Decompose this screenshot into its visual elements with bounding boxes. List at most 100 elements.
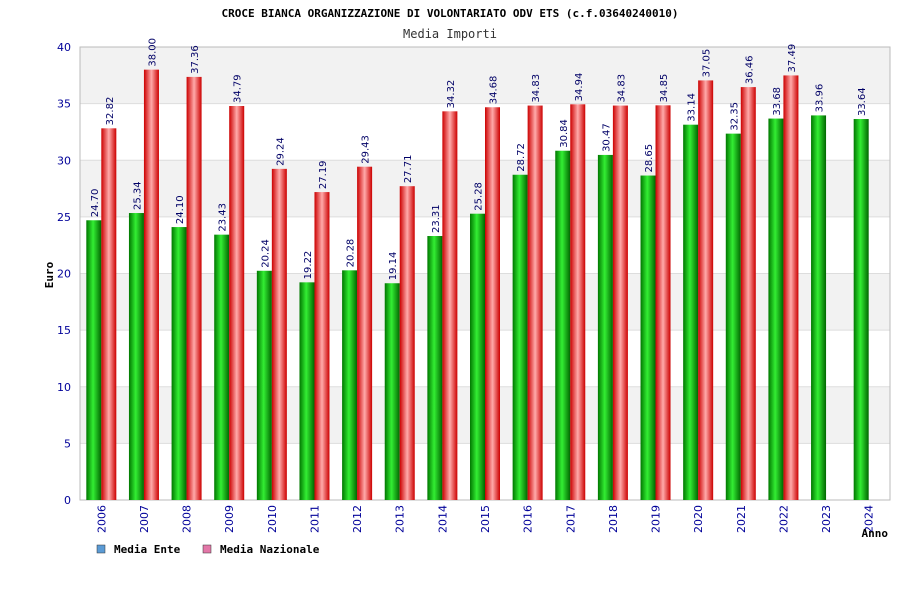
bar-media-ente — [811, 115, 827, 500]
data-label: 20.28 — [346, 239, 357, 268]
x-tick-label: 2014 — [436, 505, 449, 533]
data-label: 23.31 — [431, 204, 442, 233]
y-tick-label: 40 — [57, 41, 71, 54]
data-label: 19.22 — [303, 251, 314, 280]
data-label: 23.43 — [218, 203, 229, 232]
bar-media-nazionale — [570, 104, 586, 500]
x-tick-label: 2017 — [564, 505, 577, 533]
x-tick-label: 2011 — [308, 505, 321, 533]
x-tick-label: 2019 — [650, 505, 663, 533]
data-label: 34.68 — [489, 76, 500, 105]
bar-media-ente — [768, 118, 784, 500]
data-label: 24.10 — [175, 195, 186, 224]
x-tick-label: 2015 — [479, 505, 492, 533]
x-axis-label: Anno — [862, 527, 889, 540]
x-tick-label: 2022 — [777, 505, 790, 533]
x-tick-label: 2016 — [522, 505, 535, 533]
data-label: 29.43 — [361, 135, 372, 164]
bar-media-ente — [171, 227, 187, 500]
bar-media-ente — [853, 119, 869, 500]
data-label: 24.70 — [90, 189, 101, 218]
y-tick-label: 10 — [57, 381, 71, 394]
y-tick-label: 0 — [64, 494, 71, 507]
bar-media-nazionale — [271, 168, 287, 500]
bar-media-nazionale — [527, 105, 543, 501]
bar-media-ente — [384, 283, 400, 500]
bar-media-ente — [299, 282, 315, 500]
bar-media-ente — [427, 236, 443, 500]
data-label: 36.46 — [744, 55, 755, 84]
legend: Media Ente Media Nazionale — [96, 543, 320, 556]
x-tick-label: 2010 — [266, 505, 279, 533]
bar-media-nazionale — [783, 75, 799, 500]
x-tick-label: 2024 — [863, 505, 876, 533]
bar-media-nazionale — [186, 76, 202, 500]
data-label: 33.64 — [857, 87, 868, 116]
data-label: 37.36 — [190, 45, 201, 74]
bar-media-nazionale — [442, 111, 458, 501]
data-label: 34.85 — [659, 74, 670, 103]
data-label: 34.32 — [446, 80, 457, 109]
data-label: 32.35 — [729, 102, 740, 131]
bar-media-ente — [683, 124, 699, 500]
data-label: 29.24 — [275, 137, 286, 166]
chart-subtitle: Media Importi — [403, 27, 497, 41]
data-label: 30.47 — [601, 123, 612, 152]
data-label: 20.24 — [260, 239, 271, 268]
bar-media-ente — [470, 213, 485, 501]
bar-media-ente — [597, 154, 613, 500]
bar-media-ente — [342, 270, 358, 500]
x-tick-label: 2007 — [138, 505, 151, 533]
data-label: 25.34 — [132, 181, 143, 210]
bar-media-ente — [725, 133, 741, 501]
y-axis-label: Euro — [43, 261, 56, 288]
y-tick-label: 15 — [57, 324, 71, 337]
data-label: 33.14 — [687, 93, 698, 122]
data-label: 34.83 — [531, 74, 542, 103]
legend-swatch-media-nazionale — [202, 544, 212, 554]
data-label: 38.00 — [147, 38, 158, 67]
x-tick-label: 2018 — [607, 505, 620, 533]
data-label: 37.49 — [787, 44, 798, 73]
y-tick-label: 30 — [57, 154, 71, 167]
bars — [86, 69, 869, 501]
bar-media-ente — [86, 220, 102, 500]
bar-media-nazionale — [740, 87, 756, 500]
bar-media-nazionale — [314, 192, 330, 501]
bar-media-nazionale — [698, 80, 714, 500]
x-tick-label: 2009 — [223, 505, 236, 533]
y-tick-label: 35 — [57, 98, 71, 111]
bar-media-nazionale — [143, 69, 159, 501]
x-axis-ticks: 2006 2007 2008 2009 2010 2011 2012 2013 2014 2015… — [95, 505, 875, 533]
x-tick-label: 2013 — [394, 505, 407, 533]
data-label: 30.84 — [559, 119, 570, 148]
y-tick-label: 5 — [64, 437, 71, 450]
data-label: 34.79 — [233, 74, 244, 103]
legend-swatch-media-ente — [96, 544, 106, 554]
legend-label-media-ente: Media Ente — [114, 543, 181, 556]
x-tick-label: 2021 — [735, 505, 748, 533]
x-tick-label: 2023 — [820, 505, 833, 533]
x-tick-label: 2008 — [181, 505, 194, 533]
data-label: 37.05 — [702, 49, 713, 78]
data-label: 19.14 — [388, 252, 399, 281]
bar-media-ente — [555, 150, 571, 500]
bar-media-ente — [214, 234, 230, 500]
data-label: 27.19 — [318, 160, 329, 189]
data-label: 34.94 — [574, 73, 585, 102]
x-tick-label: 2006 — [95, 505, 108, 533]
data-label: 25.28 — [474, 182, 485, 211]
bar-media-ente — [512, 174, 528, 500]
x-tick-label: 2012 — [351, 505, 364, 533]
x-tick-label: 2020 — [692, 505, 705, 533]
bar-media-ente — [256, 270, 272, 500]
y-tick-label: 25 — [57, 211, 71, 224]
y-tick-label: 20 — [57, 268, 71, 281]
bar-media-ente — [128, 213, 144, 500]
y-axis-ticks: 0 5 10 15 20 25 30 35 40 — [57, 41, 71, 507]
bar-media-nazionale — [229, 106, 245, 501]
legend-label-media-nazionale: Media Nazionale — [220, 543, 320, 556]
data-label: 33.68 — [772, 87, 783, 116]
bar-media-nazionale — [612, 105, 628, 501]
